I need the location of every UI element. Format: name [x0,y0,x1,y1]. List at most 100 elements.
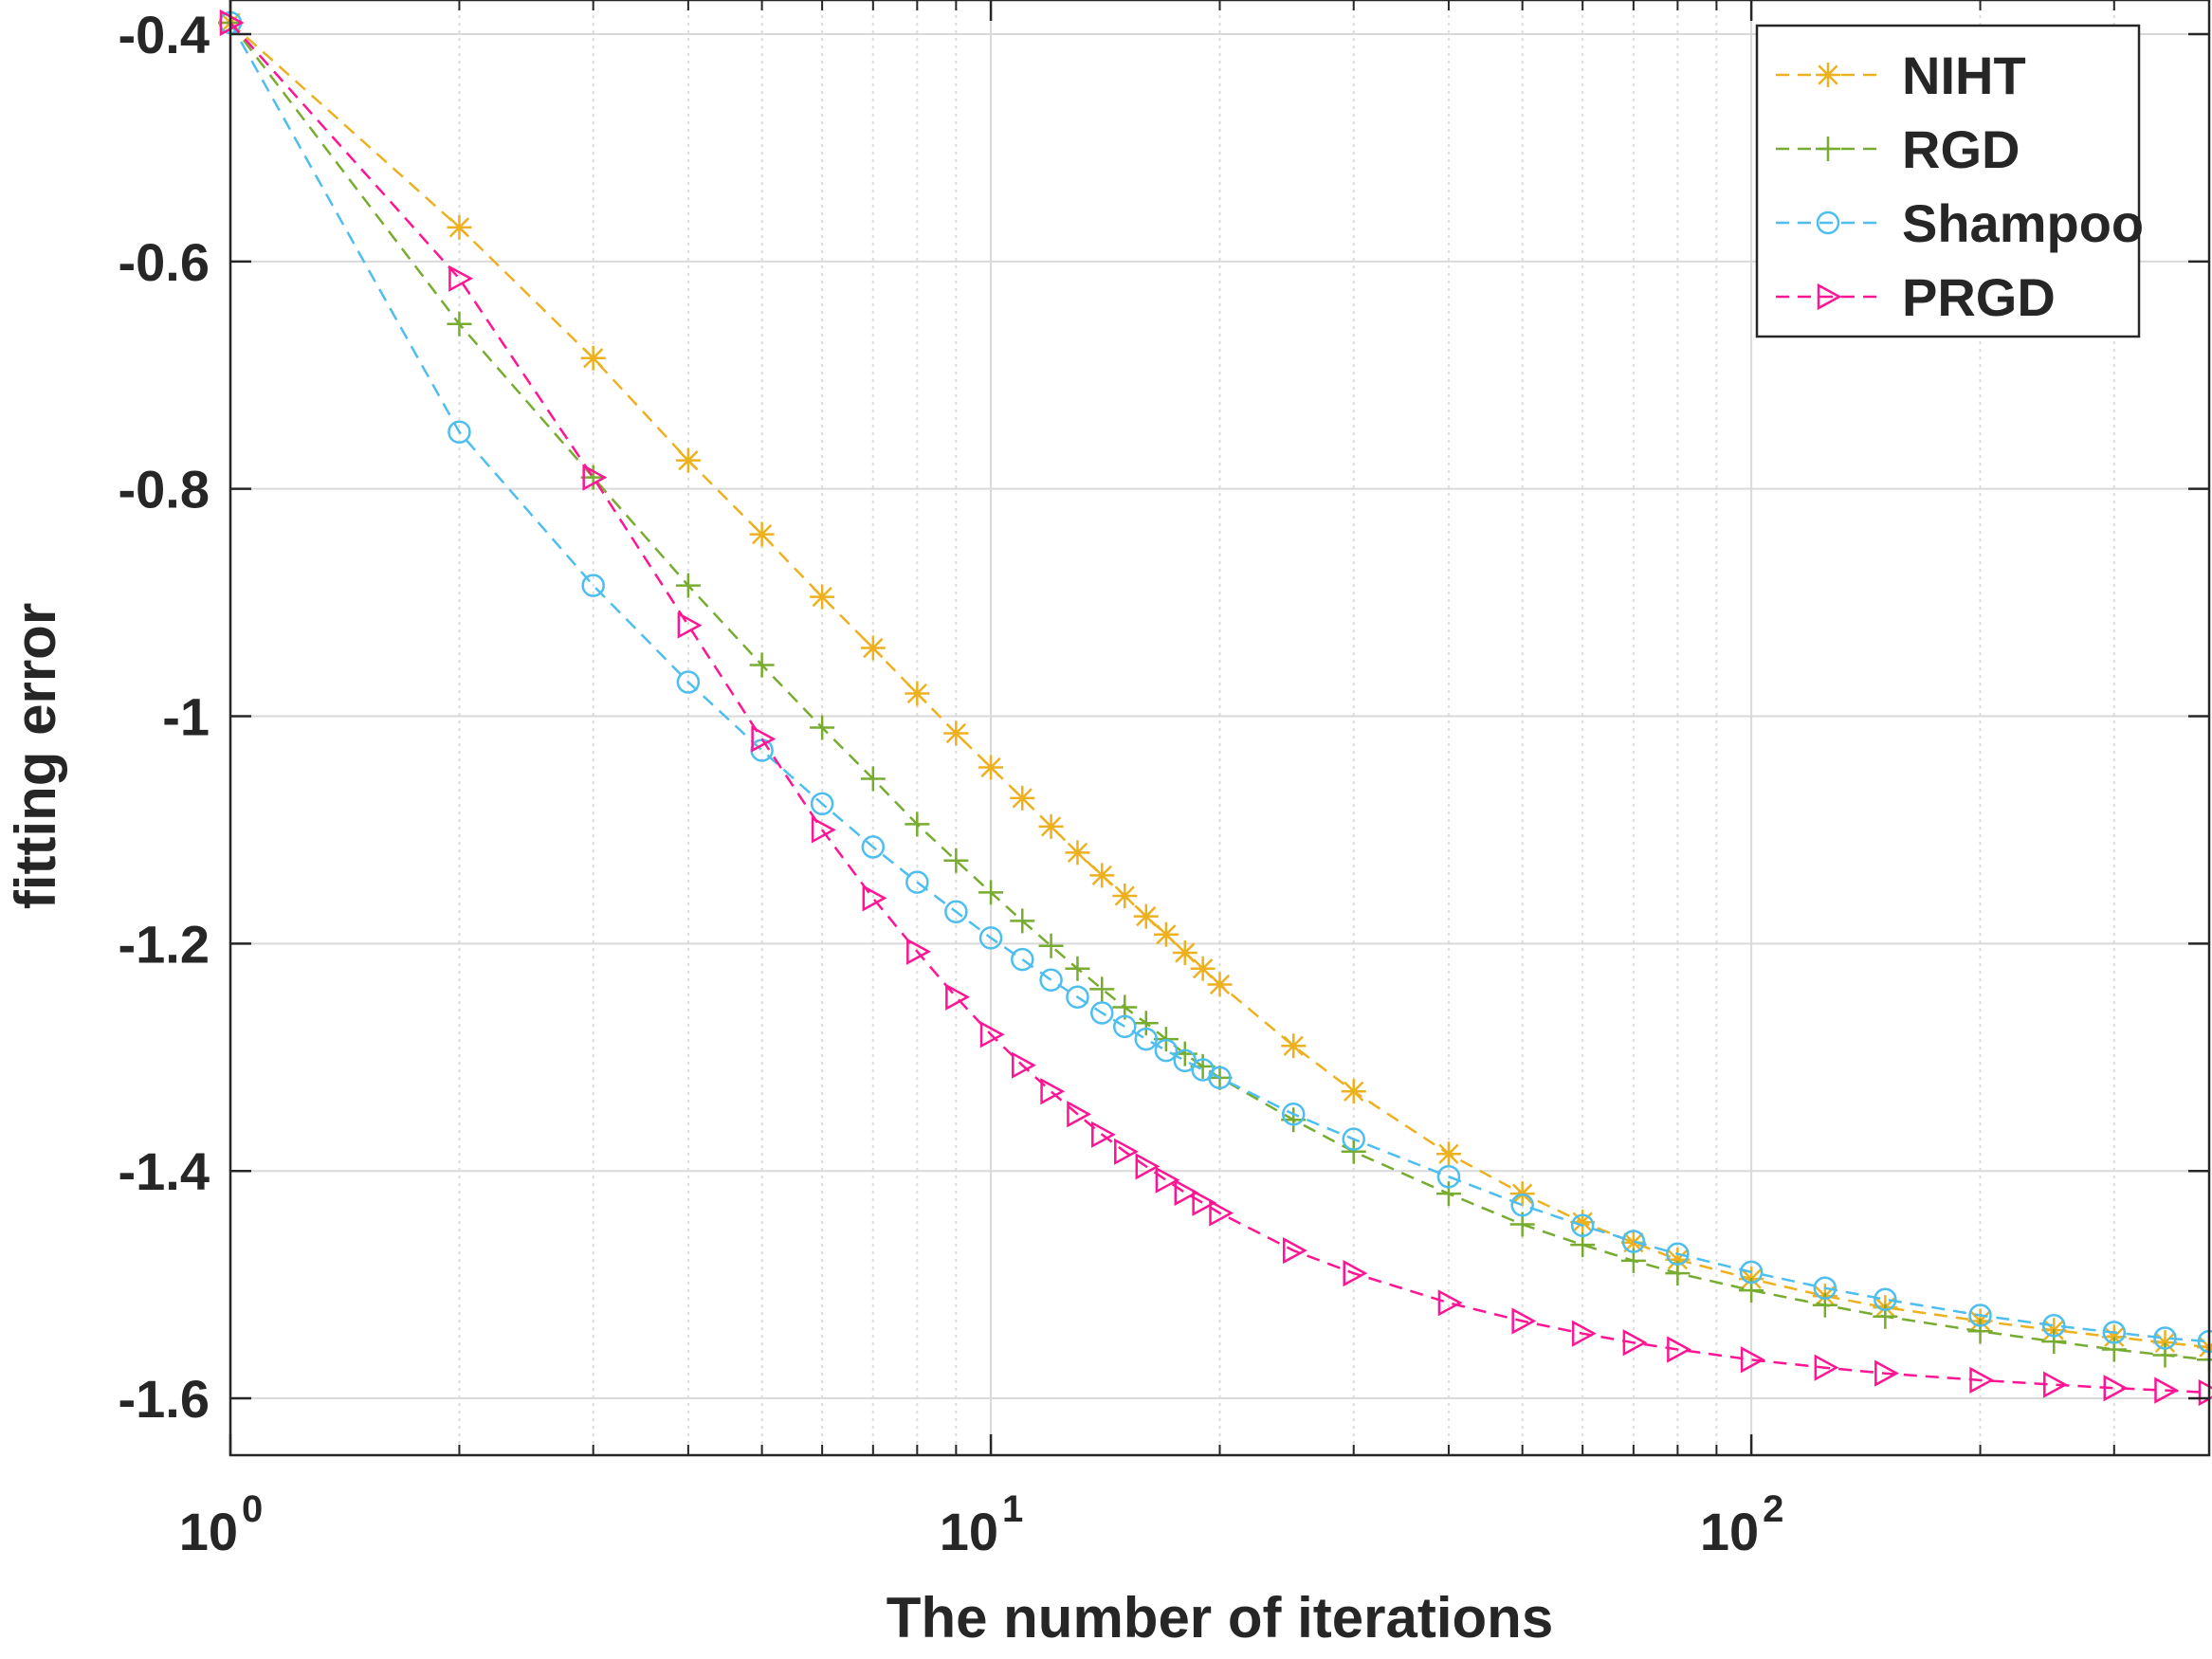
marker-triangle-right [811,816,836,844]
legend: NIHT RGD Shampoo PRGD [1755,24,2144,338]
marker-asterisk [1112,883,1138,908]
marker-plus [1065,956,1090,981]
marker-plus [1967,1319,1993,1344]
marker-plus [1038,933,1064,958]
x-tick-base: 10 [1700,1502,1759,1561]
x-tick-label: 10 2 [1700,1488,1784,1561]
marker-plus [2152,1342,2178,1368]
marker-asterisk [1133,903,1159,929]
marker-triangle-right [1012,1051,1036,1079]
marker-asterisk [1172,939,1197,965]
marker-circle [905,870,929,894]
marker-circle [1570,1213,1595,1238]
marker-triangle-right [1155,1166,1180,1194]
marker-circle [2102,1321,2127,1344]
marker-asterisk [580,345,606,371]
marker-circle [581,574,605,597]
marker-triangle-right [1874,1359,1899,1387]
marker-triangle-right [1282,1237,1307,1265]
marker-asterisk [447,214,472,240]
marker-asterisk [1190,956,1216,981]
marker-circle [1739,1260,1764,1285]
x-tick-label: 10 0 [179,1488,264,1561]
marker-circle [1113,1014,1137,1039]
legend-box [1755,24,2141,338]
marker-asterisk [1341,1079,1366,1104]
marker-circle [1968,1304,1992,1327]
marker-asterisk [1816,63,1840,87]
marker-plus [1133,1011,1159,1036]
series-line [229,22,2210,1361]
marker-plus [1435,1181,1461,1207]
marker-circle [1066,985,1089,1009]
marker-plus [2101,1337,2127,1362]
marker-asterisk [1281,1033,1307,1059]
marker-asterisk [675,447,701,473]
series-line [229,22,2210,1343]
legend-label: NIHT [1902,46,2026,105]
legend-entry-niht: NIHT [1776,46,2026,105]
marker-triangle-right [1174,1178,1199,1207]
legend-entry-rgd: RGD [1776,119,2020,179]
marker-circle [2153,1326,2177,1350]
marker-plus [860,766,886,792]
marker-triangle-right [1817,283,1842,311]
marker-asterisk [905,681,930,706]
marker-circle [810,792,834,816]
marker-triangle-right [1067,1101,1092,1128]
marker-triangle-right [1622,1329,1648,1357]
marker-plus [1089,976,1115,1002]
marker-plus [943,848,969,873]
marker-circle [1208,1066,1232,1090]
legend-label: PRGD [1902,267,2056,327]
x-tick-exponent: 1 [1002,1488,1023,1530]
marker-plus [580,465,606,490]
marker-plus [1341,1139,1366,1164]
marker-circle [1816,210,1840,235]
marker-triangle-right [1114,1138,1139,1165]
marker-plus [2041,1329,2067,1355]
marker-triangle-right [2103,1375,2129,1402]
x-tick-base: 10 [940,1502,998,1561]
marker-plus [810,715,835,740]
marker-triangle-right [862,884,887,912]
marker-asterisk [1010,785,1035,811]
marker-plus [1816,137,1840,161]
grid [230,0,2209,1455]
marker-circle [1011,947,1034,972]
marker-plus [1812,1292,1837,1318]
marker-plus [749,652,775,678]
marker-asterisk [1038,813,1064,839]
marker-circle [1510,1193,1534,1217]
marker-triangle-right [1040,1078,1066,1105]
marker-triangle-right [677,611,703,639]
x-tick-label: 10 1 [940,1488,1024,1561]
marker-asterisk [943,720,969,746]
marker-circle [1090,1001,1114,1025]
marker-circle [1173,1048,1197,1073]
y-tick-label: -0.6 [119,232,210,292]
marker-circle [944,900,968,924]
marker-triangle-right [945,983,970,1011]
marker-triangle-right [906,938,931,965]
marker-triangle-right [1209,1199,1234,1227]
y-tick-label: -1 [162,687,210,747]
marker-triangle-right [1192,1189,1217,1216]
marker-triangle-right [2154,1376,2180,1404]
marker-circle [861,835,886,859]
y-axis-title: fitting error [4,603,67,909]
marker-circle [1154,1038,1179,1063]
legend-label: RGD [1902,119,2020,179]
marker-triangle-right [1091,1121,1116,1148]
marker-plus [675,573,701,598]
marker-asterisk [860,635,886,661]
marker-asterisk [2101,1324,2127,1350]
series-rgd [218,9,2212,1373]
marker-circle [1134,1027,1159,1051]
marker-circle [1039,968,1063,992]
marker-asterisk [1570,1210,1596,1235]
legend-entry-prgd: PRGD [1776,267,2056,327]
marker-circle [1281,1102,1306,1126]
series-layer [218,9,2212,1407]
